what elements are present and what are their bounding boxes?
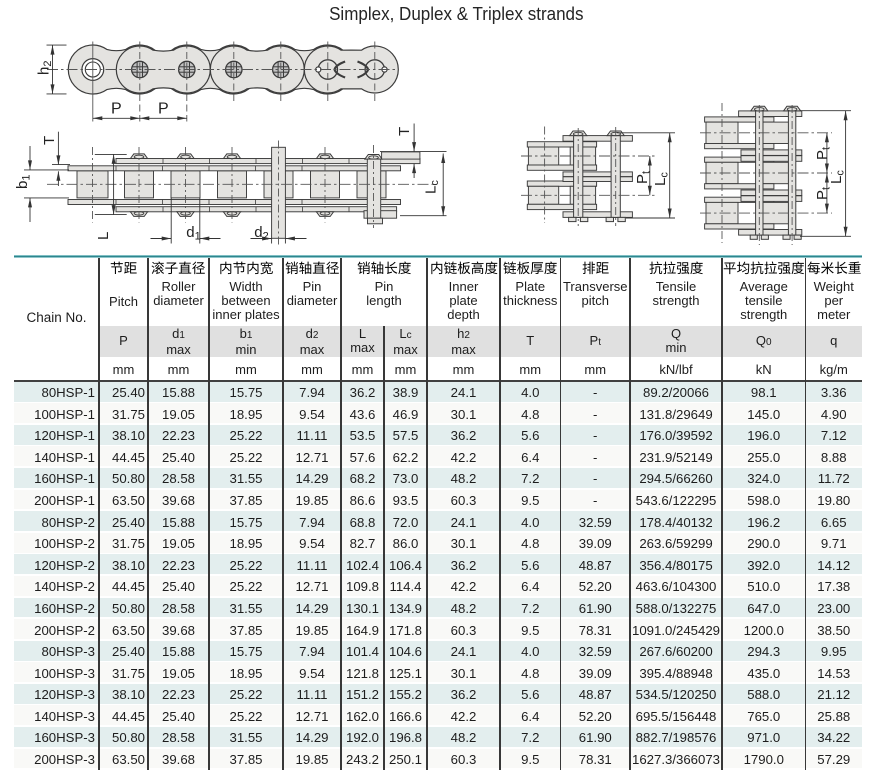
svg-text:h2: h2: [36, 61, 55, 75]
svg-text:Pt: Pt: [814, 187, 833, 200]
svg-text:d2: d2: [254, 224, 268, 243]
svg-text:T: T: [41, 136, 58, 145]
svg-text:b1: b1: [14, 175, 33, 189]
svg-text:Pt: Pt: [634, 171, 653, 184]
svg-text:Lc: Lc: [652, 172, 671, 186]
svg-text:P: P: [111, 101, 122, 118]
svg-text:L: L: [95, 232, 112, 240]
svg-text:Lc: Lc: [423, 180, 442, 194]
svg-text:T: T: [396, 127, 413, 136]
svg-text:d1: d1: [186, 224, 200, 243]
svg-text:Lc: Lc: [828, 170, 847, 184]
svg-text:P: P: [158, 101, 169, 118]
svg-text:Pt: Pt: [814, 147, 833, 160]
